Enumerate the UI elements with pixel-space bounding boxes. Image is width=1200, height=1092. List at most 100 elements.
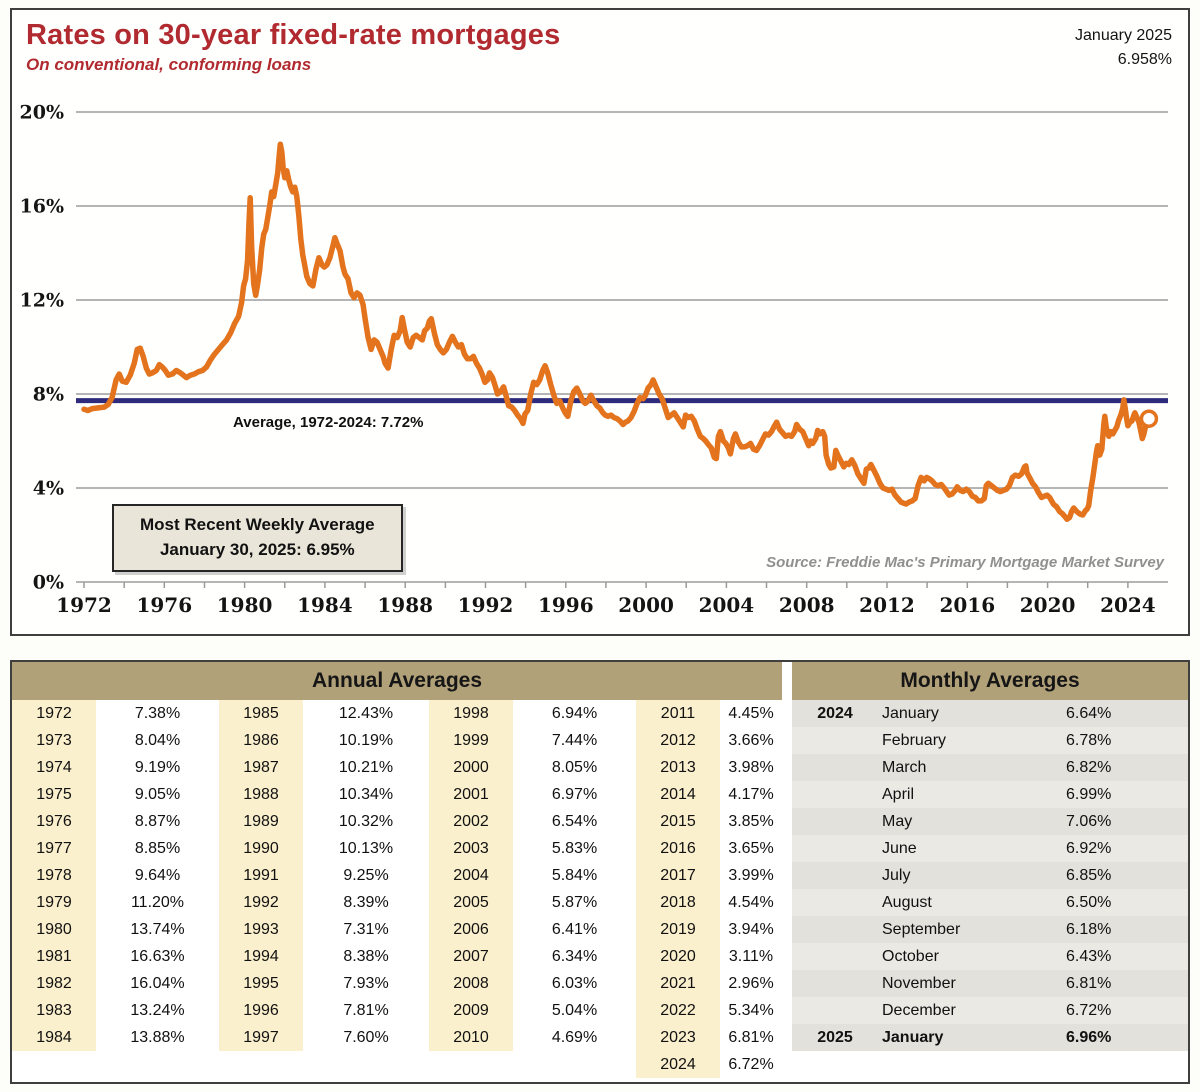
- annual-value-cell: 7.60%: [343, 1028, 389, 1046]
- annual-year-cell: 2005: [429, 889, 513, 916]
- rate-line-chart: 0% 4% 8% 12% 16% 20% 1972 1976 1980 1984 1988 1992 1…: [12, 88, 1188, 628]
- annual-value-cell: 3.85%: [728, 812, 774, 830]
- annual-year-cell: 2022: [636, 997, 720, 1024]
- annual-year-cell: 2020: [636, 943, 720, 970]
- annual-column: 1985 12.43% 1986 10.19% 1987 10.21% 1988 10.34%…: [219, 700, 429, 1051]
- annual-year-cell: 1988: [219, 781, 303, 808]
- monthly-row: November 6.81%: [792, 970, 1188, 997]
- annual-value-cell: 9.19%: [134, 758, 181, 776]
- x-tick-label: 1988: [377, 593, 433, 617]
- annual-value-cell: 11.20%: [130, 893, 185, 911]
- monthly-month-cell: October: [882, 947, 939, 965]
- annual-value-cell: 8.05%: [551, 758, 598, 776]
- monthly-averages-table: Monthly Averages 2024 January 6.64% Februar…: [792, 662, 1188, 1082]
- annual-year-cell: 2004: [429, 862, 513, 889]
- annual-column: 1972 7.38% 1973 8.04% 1974 9.19% 1975 9.05% 1976…: [12, 700, 219, 1051]
- annual-averages-header: Annual Averages: [12, 662, 782, 700]
- x-tick-label: 2000: [618, 593, 674, 617]
- monthly-row: September 6.18%: [792, 916, 1188, 943]
- monthly-month-cell: December: [882, 1001, 956, 1019]
- monthly-month-cell: July: [882, 866, 911, 884]
- annual-year-cell: 1980: [12, 916, 96, 943]
- monthly-value-cell: 6.18%: [1066, 920, 1112, 938]
- annual-value-cell: 10.13%: [338, 839, 394, 857]
- monthly-row: July 6.85%: [792, 862, 1188, 889]
- monthly-row: December 6.72%: [792, 997, 1188, 1024]
- monthly-averages-body: 2024 January 6.64% February 6.78% March 6.82% A…: [792, 700, 1188, 1051]
- annual-year-cell: 2012: [636, 727, 720, 754]
- annual-value-cell: 7.44%: [551, 731, 598, 749]
- rate-line-series: [81, 141, 1152, 523]
- chart-canvas: 0% 4% 8% 12% 16% 20% 1972 1976 1980 1984 1988 1992 1…: [20, 102, 1168, 617]
- source-note: Source: Freddie Mac's Primary Mortgage M…: [766, 554, 1164, 571]
- annual-year-cell: 2017: [636, 862, 720, 889]
- page-title: Rates on 30-year fixed-rate mortgages: [26, 19, 561, 51]
- annual-year-cell: 1979: [12, 889, 96, 916]
- annual-column: 2011 4.45% 2012 3.66% 2013 3.98% 2014 4.17% 2015…: [636, 700, 782, 1078]
- monthly-value-cell: 6.99%: [1066, 785, 1112, 803]
- monthly-row: February 6.78%: [792, 727, 1188, 754]
- x-tick-label: 1980: [217, 593, 273, 617]
- annual-value-cell: 10.21%: [338, 758, 394, 776]
- annual-year-cell: 1972: [12, 700, 96, 727]
- annual-year-cell: 2019: [636, 916, 720, 943]
- annual-value-cell: 9.05%: [134, 785, 181, 803]
- monthly-value-cell: 6.43%: [1066, 947, 1112, 965]
- monthly-value-cell: 6.85%: [1066, 866, 1112, 884]
- annual-year-cell: 1977: [12, 835, 96, 862]
- latest-value-marker: [1139, 409, 1159, 428]
- annual-value-cell: 3.11%: [728, 947, 774, 965]
- annual-year-cell: 2014: [636, 781, 720, 808]
- monthly-row: 2024 January 6.64%: [792, 700, 1188, 727]
- recent-average-value: January 30, 2025: 6.95%: [159, 539, 355, 559]
- annual-year-cell: 1983: [12, 997, 96, 1024]
- annual-year-cell: 2010: [429, 1024, 513, 1051]
- monthly-value-cell: 7.06%: [1066, 812, 1112, 830]
- annual-value-cell: 3.98%: [728, 758, 774, 776]
- annual-value-cell: 13.88%: [130, 1028, 185, 1046]
- annual-value-cell: 13.24%: [130, 1001, 185, 1019]
- monthly-row: August 6.50%: [792, 889, 1188, 916]
- annual-year-cell: 2024: [636, 1051, 720, 1078]
- annual-value-cell: 10.19%: [338, 731, 394, 749]
- annual-value-cell: 5.04%: [551, 1001, 598, 1019]
- annual-year-cell: 2007: [429, 943, 513, 970]
- annual-value-cell: 6.94%: [551, 704, 598, 722]
- monthly-row: 2025 January 6.96%: [792, 1024, 1188, 1051]
- annual-value-cell: 5.83%: [551, 839, 598, 857]
- annual-year-cell: 1978: [12, 862, 96, 889]
- annual-year-cell: 2009: [429, 997, 513, 1024]
- monthly-month-cell: November: [882, 974, 956, 992]
- monthly-value-cell: 6.72%: [1066, 1001, 1112, 1019]
- annual-value-cell: 8.04%: [134, 731, 181, 749]
- annual-value-cell: 13.74%: [130, 920, 185, 938]
- annual-year-cell: 2016: [636, 835, 720, 862]
- annual-value-cell: 6.03%: [551, 974, 598, 992]
- monthly-row: May 7.06%: [792, 808, 1188, 835]
- current-rate-block: January 2025 6.958%: [1075, 20, 1172, 72]
- annual-year-cell: 2021: [636, 970, 720, 997]
- monthly-month-cell: February: [882, 731, 947, 749]
- annual-value-cell: 9.64%: [134, 866, 181, 884]
- monthly-averages-header: Monthly Averages: [792, 662, 1188, 700]
- annual-year-cell: 1981: [12, 943, 96, 970]
- x-tick-label: 2004: [699, 593, 755, 617]
- annual-year-cell: 2006: [429, 916, 513, 943]
- annual-year-cell: 1995: [219, 970, 303, 997]
- annual-value-cell: 5.84%: [551, 866, 598, 884]
- annual-year-cell: 1993: [219, 916, 303, 943]
- annual-value-cell: 3.99%: [728, 866, 774, 884]
- monthly-month-cell: August: [882, 893, 932, 911]
- annual-value-cell: 4.45%: [728, 704, 774, 722]
- current-rate-value: 6.958%: [1117, 51, 1172, 68]
- chart-panel: Rates on 30-year fixed-rate mortgages On…: [10, 8, 1190, 636]
- annual-value-cell: 3.66%: [728, 731, 774, 749]
- annual-year-cell: 1999: [429, 727, 513, 754]
- annual-year-cell: 1976: [12, 808, 96, 835]
- x-tick-label: 2016: [939, 593, 995, 617]
- annual-year-cell: 2011: [636, 700, 720, 727]
- annual-year-cell: 1989: [219, 808, 303, 835]
- x-tick-label: 2012: [859, 593, 915, 617]
- annual-year-cell: 2003: [429, 835, 513, 862]
